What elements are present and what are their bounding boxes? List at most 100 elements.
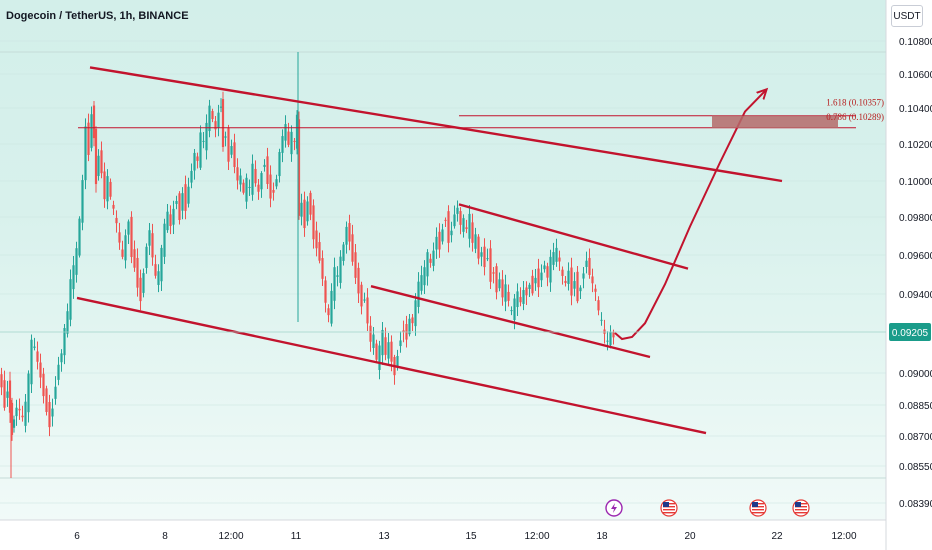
candle-body: [239, 175, 242, 185]
candle-body: [139, 277, 142, 302]
candle-body: [281, 136, 284, 153]
candle-body: [567, 270, 570, 284]
candle-body: [612, 332, 615, 338]
currency-button[interactable]: USDT: [891, 5, 923, 27]
candle-body: [92, 105, 96, 139]
candle-body: [190, 170, 193, 183]
candle-body: [321, 258, 324, 279]
candle-body: [507, 291, 510, 301]
candle-body: [531, 275, 534, 294]
us-flag-icon-stripe: [663, 512, 675, 514]
candle-body: [534, 277, 537, 284]
candle-body: [169, 214, 172, 227]
candle-body: [12, 419, 16, 428]
price-tick-label: 0.09600: [899, 251, 932, 262]
candle-body: [130, 216, 133, 258]
candle-body: [42, 373, 45, 397]
price-tick-label: 0.08390: [899, 499, 932, 510]
candle-body: [121, 249, 124, 257]
price-tick-label: 0.10000: [899, 177, 932, 188]
candle-body: [230, 146, 233, 155]
candle-body: [21, 415, 24, 418]
candle-body: [540, 272, 543, 281]
price-tick-label: 0.10600: [899, 70, 932, 81]
candle-body: [339, 256, 342, 283]
candle-body: [227, 127, 230, 162]
current-price-label: 0.09205: [892, 328, 929, 339]
candle-body: [33, 346, 36, 348]
candle-body: [597, 300, 600, 311]
candle-body: [546, 266, 549, 278]
upper-trendline: [89, 66, 783, 183]
candle-body: [172, 208, 175, 225]
candle-body: [242, 182, 245, 193]
candle-body: [136, 257, 139, 288]
candle-body: [10, 402, 14, 435]
time-tick-label: 15: [465, 531, 477, 542]
candle-body: [564, 280, 567, 283]
candle-body: [420, 275, 423, 291]
candle-body: [519, 296, 522, 303]
candle-body: [199, 132, 202, 168]
candle-body: [27, 373, 30, 413]
candle-body: [342, 244, 345, 261]
candle-body: [561, 269, 564, 276]
time-tick-label: 12:00: [831, 531, 856, 542]
candle-body: [516, 291, 519, 308]
price-tick-label: 0.10400: [899, 104, 932, 115]
lightning-icon: [605, 499, 623, 517]
candle-body: [106, 176, 109, 202]
candle-body: [54, 386, 57, 399]
candle-body: [90, 114, 93, 148]
candle-body: [72, 265, 75, 290]
candle-body: [300, 202, 303, 217]
candle-body: [489, 248, 492, 282]
candle-body: [390, 341, 393, 362]
candle-body: [214, 121, 217, 130]
candle-body: [219, 106, 223, 108]
candle-body: [84, 126, 87, 181]
candle-body: [462, 218, 465, 232]
price-axis-background: [886, 0, 932, 550]
candle-body: [236, 167, 239, 181]
candle-body: [576, 271, 579, 302]
candle-body: [100, 150, 103, 174]
candle-body: [275, 179, 278, 187]
price-tick-label: 0.10200: [899, 140, 932, 151]
candle-body: [151, 233, 154, 258]
time-axis-background: [0, 520, 886, 550]
candle-body: [233, 142, 236, 168]
time-tick-label: 12:00: [524, 531, 549, 542]
us-flag-icon-canton: [663, 502, 669, 507]
candle-body: [97, 155, 100, 176]
candle-body: [435, 236, 438, 250]
candle-body: [525, 287, 528, 296]
candle-body: [492, 272, 495, 274]
candle-body: [221, 99, 225, 148]
fib-label: 0.786 (0.10289): [826, 112, 884, 122]
candle-body: [211, 111, 214, 120]
candle-body: [0, 374, 3, 388]
candle-body: [408, 318, 411, 335]
candle-body: [588, 257, 591, 275]
candle-body: [266, 156, 269, 184]
price-tick-label: 0.09800: [899, 213, 932, 224]
time-axis: 6 8 12:00 11 13 15 12:00 18 20 22 12:00: [74, 531, 857, 542]
candle-body: [118, 232, 121, 243]
candle-body: [87, 122, 90, 155]
candle-body: [609, 331, 612, 346]
candle-body: [81, 180, 84, 223]
candle-body: [432, 250, 435, 266]
candle-body: [30, 339, 33, 385]
candle-body: [115, 217, 118, 224]
candle-body: [453, 214, 456, 227]
candle-body: [154, 264, 157, 276]
time-tick-label: 20: [684, 531, 696, 542]
candle-body: [263, 164, 266, 167]
candle-body: [558, 257, 561, 262]
fib-label: 1.618 (0.10357): [826, 98, 884, 108]
candle-body: [354, 252, 357, 278]
candle-body: [594, 288, 597, 292]
candle-body: [360, 284, 363, 307]
